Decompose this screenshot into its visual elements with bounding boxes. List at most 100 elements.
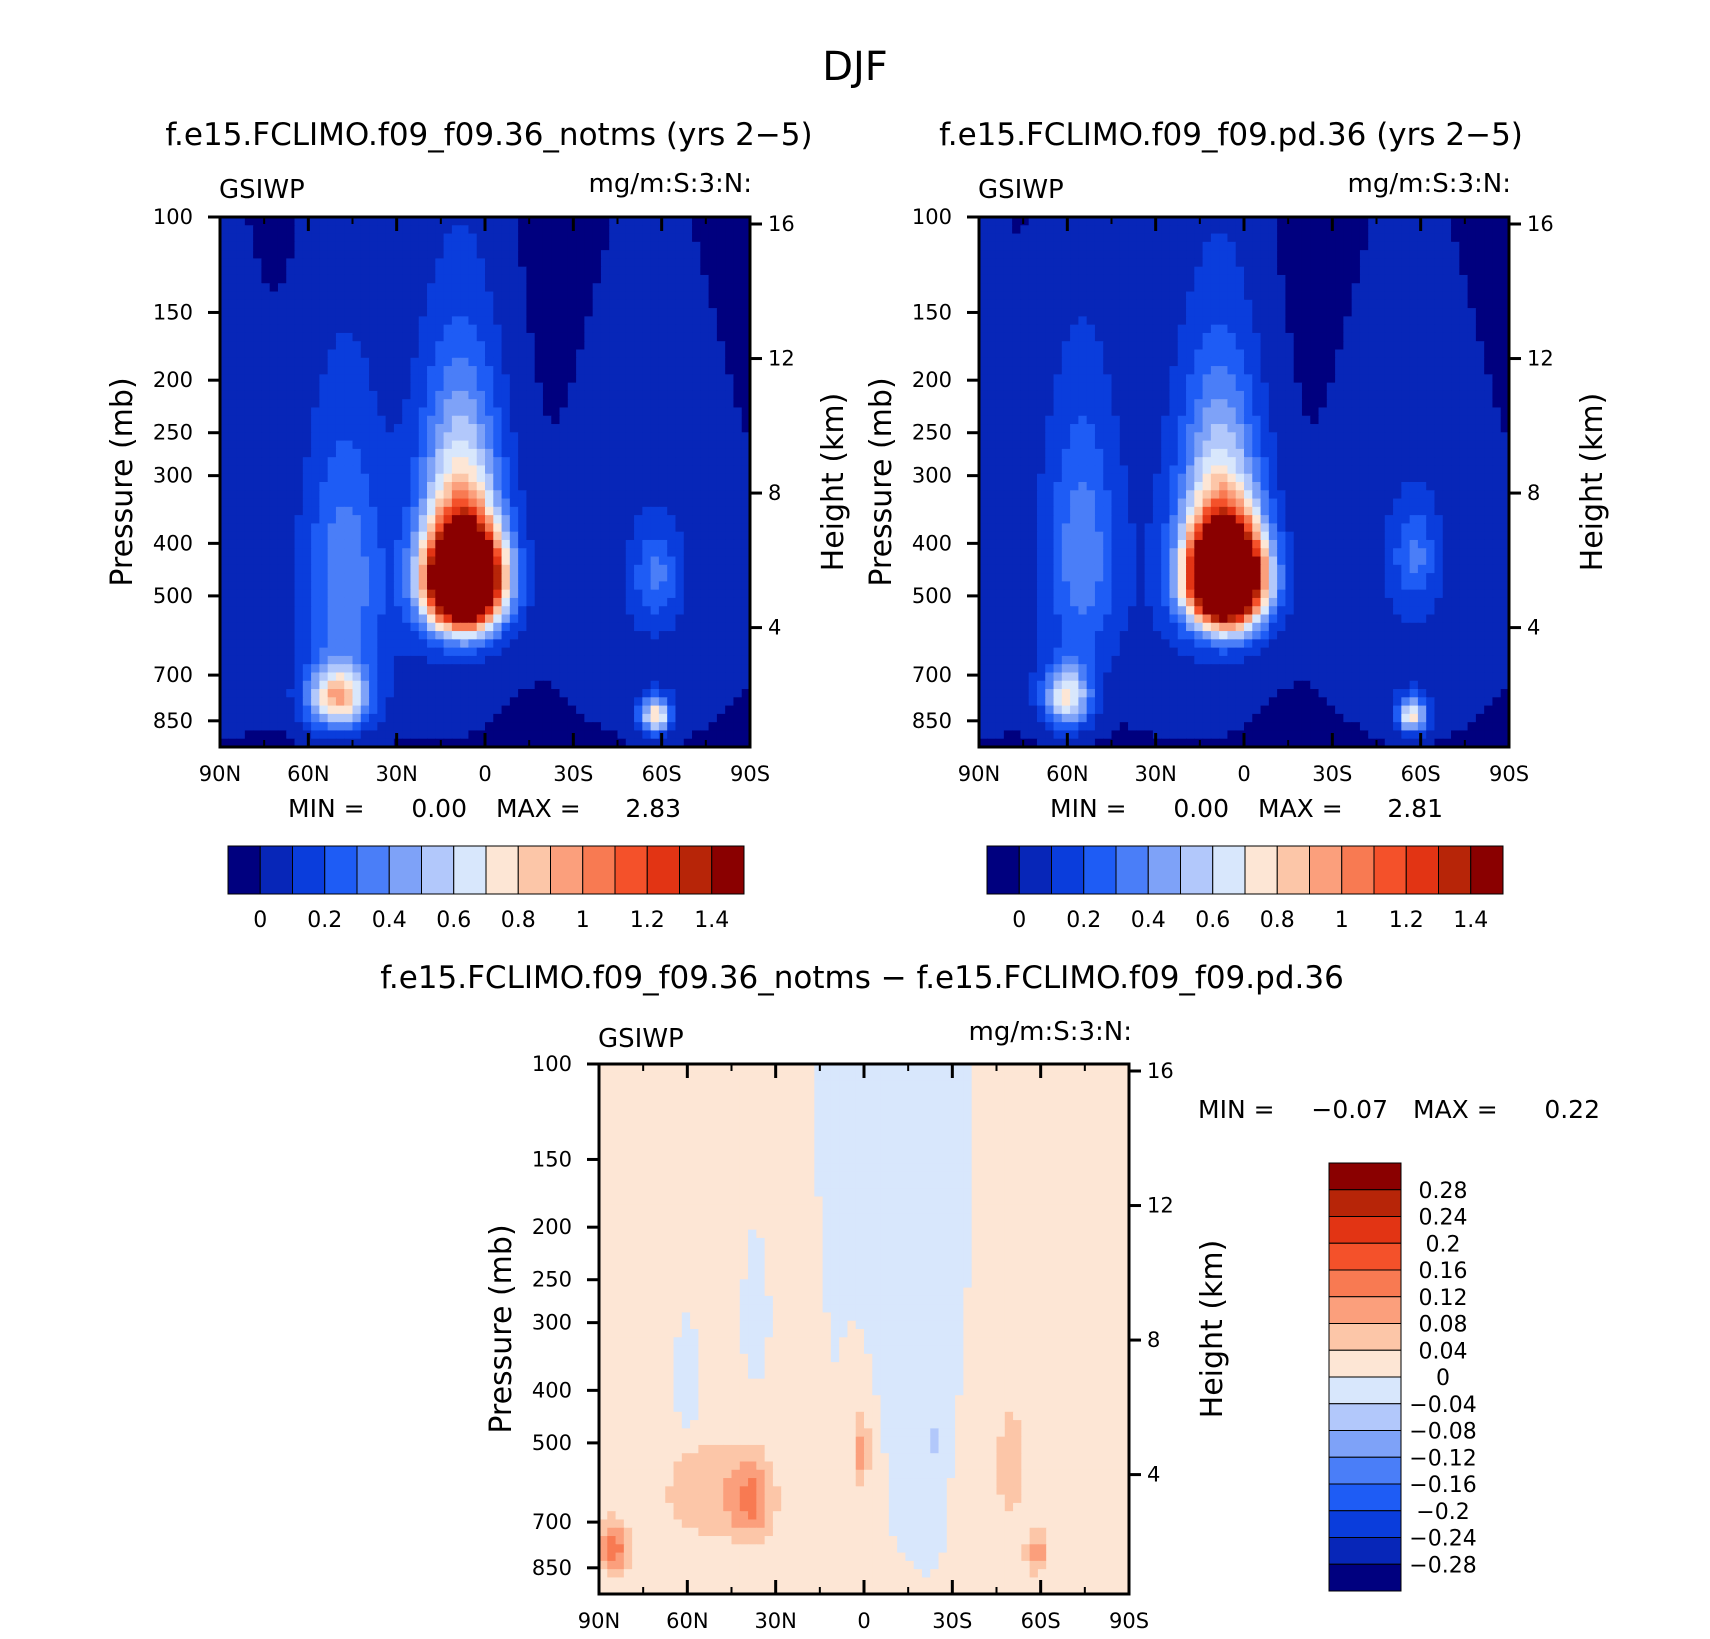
heatmap-cell [460,473,470,483]
heatmap-cell [1152,299,1162,309]
heatmap-cell [650,506,660,516]
heatmap-cell [683,399,693,409]
heatmap-cell [658,581,668,591]
heatmap-cell [592,506,602,516]
heatmap-cell [576,498,585,508]
heatmap-cell [567,399,577,409]
heatmap-cell [476,689,486,698]
heatmap-cell [1053,258,1063,268]
heatmap-cell [269,564,279,574]
heatmap-cell [542,506,552,516]
heatmap-cell [319,697,329,707]
heatmap-cell [667,490,677,500]
heatmap-cell [253,564,263,574]
heatmap-cell [542,680,552,690]
heatmap-cell [1128,299,1137,309]
heatmap-cell [451,556,461,566]
heatmap-cell [319,498,329,508]
heatmap-cell [609,713,619,723]
heatmap-cell [393,597,403,607]
heatmap-cell [1053,308,1063,317]
heatmap-cell [261,539,271,549]
heatmap-cell [244,573,254,582]
heatmap-cell [725,672,735,682]
heatmap-cell [385,622,395,632]
heatmap-cell [741,556,751,566]
heatmap-cell [352,258,362,268]
heatmap-cell [592,382,602,392]
heatmap-cell [559,713,569,723]
heatmap-cell [716,573,726,582]
heatmap-cell [634,730,643,740]
heatmap-cell [551,482,561,491]
heatmap-cell [286,424,296,433]
heatmap-cell [658,664,668,674]
heatmap-cell [642,299,652,309]
heatmap-cell [625,498,635,508]
heatmap-cell [1492,241,1502,251]
heatmap-cell [667,597,677,607]
heatmap-cell [987,250,997,260]
heatmap-cell [1417,291,1427,301]
heatmap-cell [1401,241,1411,251]
heatmap-cell [509,680,519,690]
heatmap-cell [360,316,370,326]
heatmap-cell [360,705,370,715]
heatmap-cell [534,382,544,392]
heatmap-cell [708,233,718,243]
heatmap-cell [501,424,511,433]
heatmap-cell [683,680,693,690]
heatmap-cell [286,713,296,723]
heatmap-cell [741,482,751,491]
heatmap-cell [526,730,536,740]
heatmap-cell [542,672,552,682]
heatmap-cell [716,515,726,525]
heatmap-cell [1186,308,1195,317]
heatmap-cell [675,631,685,640]
heatmap-cell [1310,299,1320,309]
heatmap-cell [700,730,710,740]
heatmap-cell [559,390,569,400]
heatmap-cell [418,589,428,599]
heatmap-cell [485,291,494,301]
heatmap-cell [435,738,445,748]
heatmap-cell [692,382,701,392]
heatmap-cell [1442,299,1452,309]
heatmap-cell [658,548,668,558]
heatmap-cell [360,440,370,450]
heatmap-cell [1368,241,1378,251]
heatmap-cell [1227,291,1237,301]
heatmap-cell [485,349,494,359]
heatmap-cell [650,440,660,450]
heatmap-cell [559,415,569,425]
heatmap-cell [335,316,345,326]
heatmap-cell [1219,250,1229,260]
heatmap-cell [253,606,263,616]
heatmap-cell [1318,308,1328,317]
heatmap-cell [1376,308,1386,317]
heatmap-cell [253,341,263,351]
heatmap-cell [1070,217,1079,226]
heatmap-cell [675,283,685,293]
heatmap-cell [244,266,254,276]
heatmap-cell [650,639,660,649]
heatmap-cell [476,291,486,301]
heatmap-cell [460,241,470,251]
heatmap-cell [1194,233,1204,243]
heatmap-cell [584,556,594,566]
heatmap-cell [377,274,387,284]
heatmap-cell [220,564,229,574]
heatmap-cell [741,705,751,715]
heatmap-cell [402,424,412,433]
heatmap-cell [741,349,751,359]
heatmap-cell [708,341,718,351]
heatmap-cell [410,639,420,649]
heatmap-cell [592,332,602,342]
heatmap-cell [302,564,312,574]
heatmap-cell [542,647,552,657]
heatmap-cell [741,597,751,607]
heatmap-cell [658,506,668,516]
heatmap-cell [1045,250,1055,260]
heatmap-cell [634,639,643,649]
heatmap-cell [286,299,296,309]
